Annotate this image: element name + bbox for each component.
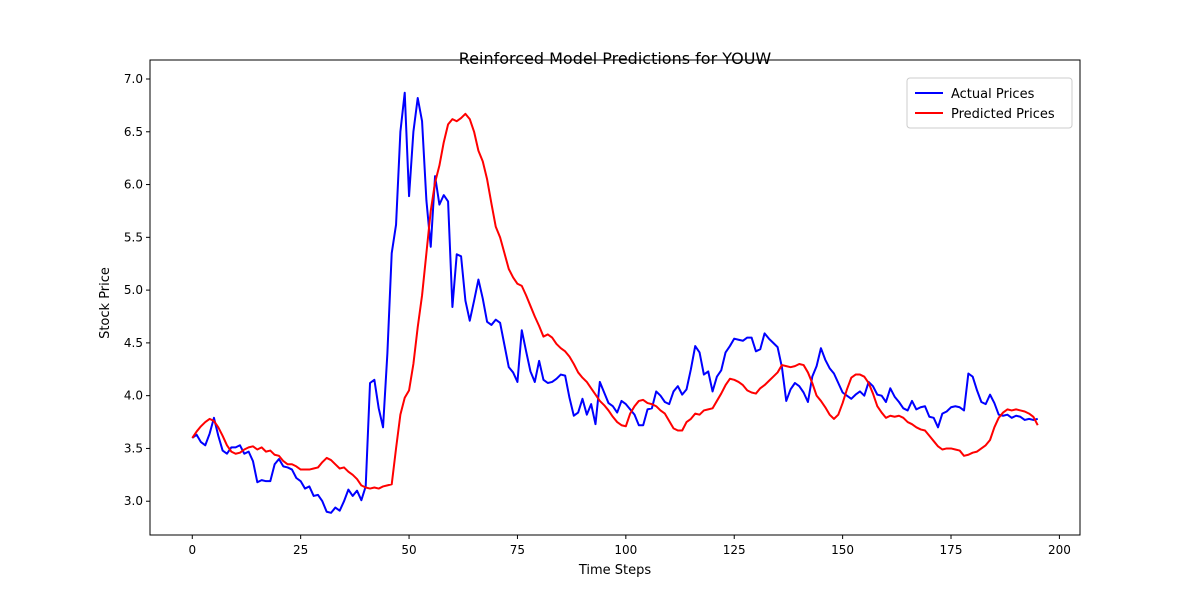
legend-frame	[906, 77, 1073, 129]
y-tick-label: 6.5	[124, 125, 143, 139]
x-tick-label: 100	[614, 543, 637, 557]
y-tick-label: 4.5	[124, 336, 143, 350]
y-tick-label: 5.5	[124, 230, 143, 244]
legend-label: Actual Prices	[951, 87, 1035, 102]
y-tick-label: 3.0	[124, 494, 143, 508]
x-tick-label: 125	[723, 543, 746, 557]
x-tick-label: 200	[1048, 543, 1071, 557]
x-axis-label: Time Steps	[578, 563, 652, 578]
y-tick-label: 5.0	[124, 283, 143, 297]
y-tick-label: 6.0	[124, 178, 143, 192]
x-tick-label: 175	[940, 543, 963, 557]
series-line	[191, 91, 1038, 514]
x-tick-label: 75	[510, 543, 525, 557]
series-line	[191, 112, 1039, 490]
x-tick-label: 150	[831, 543, 854, 557]
x-tick-label: 25	[293, 543, 308, 557]
y-tick-label: 4.0	[124, 389, 143, 403]
legend-label: Predicted Prices	[951, 107, 1055, 122]
x-tick-label: 50	[401, 543, 416, 557]
axes-frame	[149, 59, 1081, 536]
y-axis-label: Stock Price	[98, 267, 113, 339]
y-tick-label: 3.5	[124, 441, 143, 455]
x-tick-label: 0	[188, 543, 196, 557]
y-tick-label: 7.0	[124, 72, 143, 86]
chart-title: Reinforced Model Predictions for YOUW	[459, 49, 772, 68]
